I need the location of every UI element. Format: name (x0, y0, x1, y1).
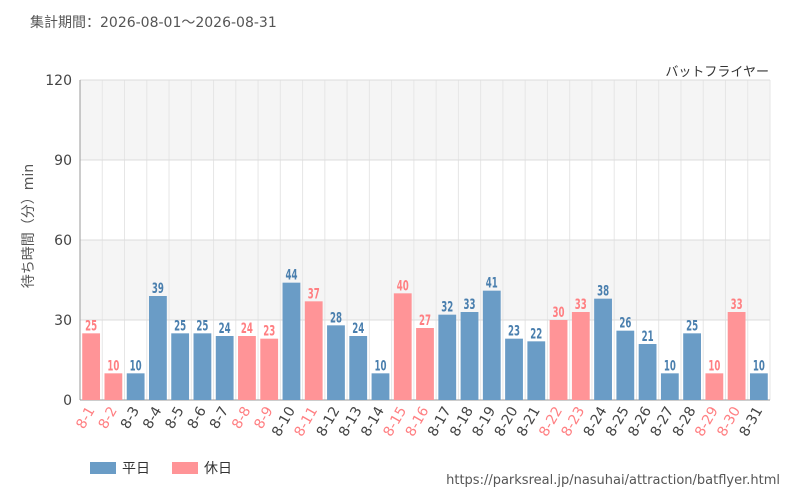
bar-value-label: 25 (686, 318, 698, 334)
bar-value-label: 28 (330, 310, 342, 326)
x-tick-label: 8-4 (140, 404, 165, 432)
bar-value-label: 40 (397, 278, 409, 294)
y-tick-label: 120 (45, 73, 72, 89)
bar-value-label: 23 (508, 324, 520, 340)
bar-value-label: 30 (553, 305, 565, 321)
legend-weekday-swatch (90, 462, 116, 474)
bar-8-25 (616, 330, 635, 400)
bar-value-label: 33 (464, 297, 476, 313)
bar-8-13 (349, 336, 368, 400)
bar-value-label: 44 (285, 268, 297, 284)
bar-value-label: 33 (575, 297, 587, 313)
plot-band (80, 240, 770, 320)
legend: 平日 休日 (90, 458, 232, 478)
bar-value-label: 27 (419, 313, 431, 329)
legend-holiday-swatch (172, 462, 198, 474)
bar-value-label: 41 (486, 276, 498, 292)
bar-8-5 (171, 333, 190, 400)
bar-8-27 (660, 373, 679, 400)
bar-8-24 (594, 298, 612, 400)
bar-value-label: 25 (174, 318, 186, 334)
bar-8-26 (638, 344, 657, 400)
bar-value-label: 24 (352, 321, 364, 337)
bar-8-10 (282, 282, 301, 400)
bar-value-label: 25 (85, 318, 97, 334)
bar-value-label: 24 (241, 321, 253, 337)
bar-value-label: 10 (107, 358, 119, 374)
bar-8-8 (238, 336, 256, 400)
bar-8-20 (505, 338, 523, 400)
bar-8-2 (104, 373, 123, 400)
bar-value-label: 10 (374, 358, 386, 374)
x-tick-label: 8-8 (229, 404, 254, 432)
bar-8-3 (126, 373, 145, 400)
bar-value-label: 10 (708, 358, 720, 374)
bar-value-label: 23 (263, 324, 275, 340)
bar-8-30 (727, 312, 746, 400)
bar-8-22 (549, 320, 568, 400)
bar-value-label: 37 (308, 286, 320, 302)
bar-8-21 (527, 341, 546, 400)
bar-value-label: 39 (152, 281, 164, 297)
bar-value-label: 33 (731, 297, 743, 313)
attraction-name: バットフライヤー (665, 65, 769, 80)
x-tick-label: 8-6 (185, 404, 210, 432)
bar-8-28 (683, 333, 701, 400)
x-tick-label: 8-31 (737, 404, 767, 440)
bar-8-4 (149, 296, 167, 400)
x-tick-label: 8-2 (96, 404, 121, 432)
y-tick-label: 0 (63, 393, 72, 409)
plot-band (80, 160, 770, 240)
bar-8-19 (482, 290, 501, 400)
x-tick-label: 8-7 (207, 404, 232, 432)
collection-period: 集計期間：2026-08-01～2026-08-31 (30, 15, 277, 31)
bar-8-11 (304, 301, 323, 400)
legend-weekday: 平日 (90, 458, 150, 478)
bar-value-label: 38 (597, 284, 609, 300)
x-tick-label: 8-1 (73, 404, 98, 432)
x-tick-label: 8-3 (118, 404, 143, 432)
x-tick-label: 8-5 (162, 404, 187, 432)
plot-band (80, 80, 770, 160)
bar-value-label: 10 (753, 358, 765, 374)
bar-value-label: 22 (530, 326, 542, 342)
bar-value-label: 25 (196, 318, 208, 334)
bar-8-16 (416, 328, 434, 400)
bar-value-label: 26 (619, 316, 631, 332)
bar-8-6 (193, 333, 212, 400)
bar-value-label: 32 (441, 300, 453, 316)
bar-8-17 (438, 314, 457, 400)
bar-8-14 (371, 373, 390, 400)
bar-8-15 (393, 293, 412, 400)
bar-value-label: 21 (642, 329, 654, 345)
bar-8-12 (327, 325, 345, 400)
bar-8-31 (749, 373, 768, 400)
legend-holiday-label: 休日 (204, 461, 232, 477)
bar-value-label: 10 (664, 358, 676, 374)
y-tick-label: 30 (54, 313, 72, 329)
bar-8-7 (215, 336, 234, 400)
legend-holiday: 休日 (172, 458, 232, 478)
bar-8-9 (260, 338, 279, 400)
y-tick-label: 90 (54, 153, 72, 169)
bar-value-label: 24 (219, 321, 231, 337)
bar-8-29 (705, 373, 724, 400)
bar-value-label: 10 (130, 358, 142, 374)
y-tick-label: 60 (54, 233, 72, 249)
bar-8-1 (82, 333, 101, 400)
bar-8-18 (460, 312, 479, 400)
legend-weekday-label: 平日 (122, 461, 150, 477)
source-url[interactable]: https://parksreal.jp/nasuhai/attraction/… (446, 473, 780, 488)
bar-8-23 (571, 312, 590, 400)
